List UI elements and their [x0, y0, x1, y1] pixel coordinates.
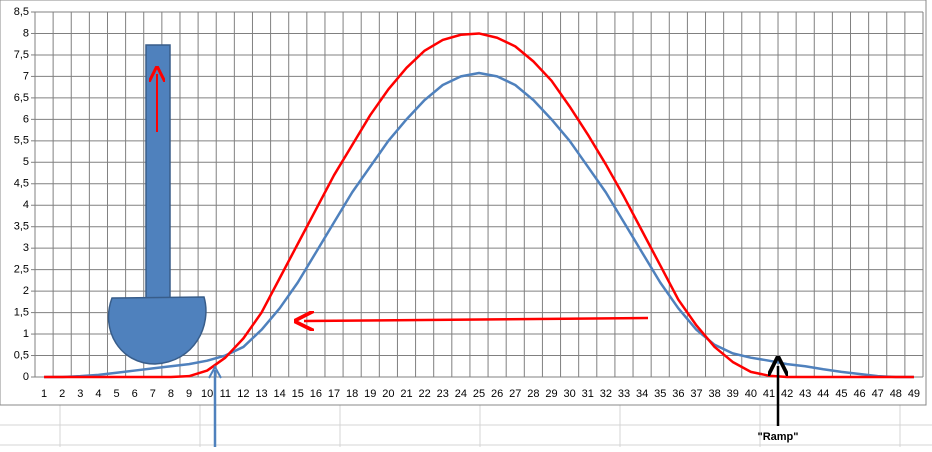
- y-tick-label: 1: [23, 328, 29, 340]
- x-tick-label: 12: [237, 388, 249, 400]
- x-tick-label: 5: [113, 388, 119, 400]
- x-tick-label: 2: [59, 388, 65, 400]
- x-tick-label: 34: [636, 388, 648, 400]
- annotation: "Ramp": [758, 431, 799, 443]
- y-tick-label: 8: [23, 27, 29, 39]
- y-tick-label: 8,5: [14, 6, 29, 18]
- x-tick-label: 47: [872, 388, 884, 400]
- x-tick-label: 45: [835, 388, 847, 400]
- y-tick-label: 5: [23, 156, 29, 168]
- x-tick-label: 32: [600, 388, 612, 400]
- y-tick-label: 6: [23, 113, 29, 125]
- y-tick-label: 6,5: [14, 92, 29, 104]
- y-tick-label: 2: [23, 285, 29, 297]
- x-tick-label: 43: [799, 388, 811, 400]
- x-tick-label: 48: [890, 388, 902, 400]
- x-tick-label: 18: [346, 388, 358, 400]
- plot: 00,511,522,533,544,555,566,577,588,51 2 3 4…: [14, 6, 924, 400]
- x-tick-label: 17: [328, 388, 340, 400]
- x-tick-label: 1: [41, 388, 47, 400]
- y-tick-label: 3,5: [14, 221, 29, 233]
- x-tick-label: 31: [582, 388, 594, 400]
- x-tick-label: 26: [491, 388, 503, 400]
- y-tick-label: 4,5: [14, 178, 29, 190]
- x-tick-label: 8: [168, 388, 174, 400]
- x-tick-label: 10: [201, 388, 213, 400]
- y-tick-label: 4: [23, 199, 29, 211]
- x-tick-label: 41: [763, 388, 775, 400]
- x-tick-label: 20: [382, 388, 394, 400]
- x-tick-label: 44: [817, 388, 829, 400]
- x-tick-label: 3: [77, 388, 83, 400]
- x-tick-label: 6: [132, 388, 138, 400]
- x-tick-label: 11: [220, 388, 231, 400]
- shapes: [107, 44, 778, 447]
- x-tick-label: 9: [186, 388, 192, 400]
- x-tick-label: 30: [563, 388, 575, 400]
- y-tick-label: 0: [23, 371, 29, 383]
- x-tick-label: 22: [419, 388, 431, 400]
- x-tick-label: 19: [364, 388, 376, 400]
- x-tick-label: 36: [672, 388, 684, 400]
- x-tick-label: 37: [690, 388, 702, 400]
- sheet-cells: [0, 405, 932, 447]
- y-tick-label: 7: [23, 70, 29, 82]
- x-tick-label: 27: [509, 388, 521, 400]
- x-tick-label: 16: [310, 388, 322, 400]
- y-tick-label: 7,5: [14, 49, 29, 61]
- y-tick-label: 0,5: [14, 349, 29, 361]
- x-tick-label: 28: [527, 388, 539, 400]
- x-tick-label: 4: [95, 388, 101, 400]
- y-tick-label: 3: [23, 242, 29, 254]
- x-tick-label: 24: [455, 388, 467, 400]
- x-tick-label: 21: [400, 388, 412, 400]
- x-tick-label: 40: [745, 388, 757, 400]
- y-tick-label: 1,5: [14, 306, 29, 318]
- x-tick-label: 35: [654, 388, 666, 400]
- x-tick-label: 23: [437, 388, 449, 400]
- x-tick-label: 7: [150, 388, 156, 400]
- x-tick-label: 46: [853, 388, 865, 400]
- x-tick-label: 15: [292, 388, 304, 400]
- x-tick-label: 49: [908, 388, 920, 400]
- x-tick-label: 13: [255, 388, 267, 400]
- x-tick-label: 14: [274, 388, 286, 400]
- x-tick-label: 39: [727, 388, 739, 400]
- y-tick-label: 5,5: [14, 135, 29, 147]
- x-tick-label: 25: [473, 388, 485, 400]
- x-tick-label: 42: [781, 388, 793, 400]
- x-tick-label: 33: [618, 388, 630, 400]
- x-tick-label: 29: [545, 388, 557, 400]
- y-tick-label: 2,5: [14, 264, 29, 276]
- x-tick-label: 38: [708, 388, 720, 400]
